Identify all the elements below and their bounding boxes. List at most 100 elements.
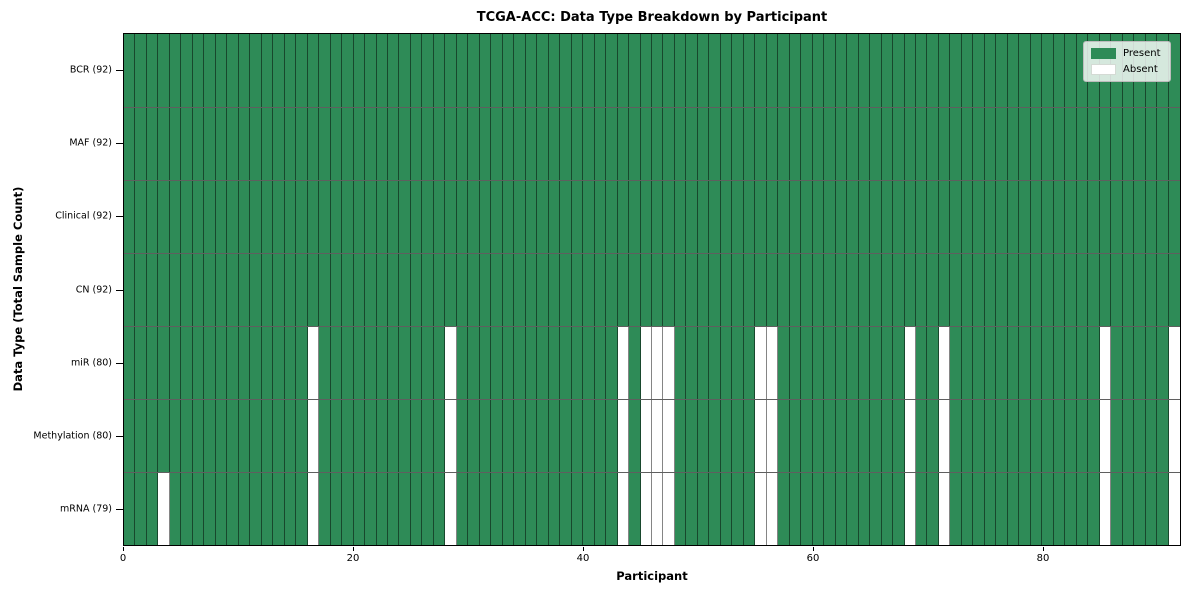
cell-cn-62: [835, 254, 848, 326]
cell-bcr-8: [215, 34, 228, 107]
cell-cn-20: [353, 254, 366, 326]
cell-bcr-62: [835, 34, 848, 107]
cell-maf-39: [571, 108, 584, 180]
cell-cn-66: [881, 254, 894, 326]
cell-mrna-44: [629, 473, 641, 545]
cell-mrna-75: [984, 473, 997, 545]
cell-maf-42: [606, 108, 618, 180]
cell-methylation-53: [732, 400, 744, 472]
cell-methylation-64: [858, 400, 871, 472]
cell-clinical-50: [697, 181, 710, 253]
cell-maf-90: [1157, 108, 1169, 180]
cell-cn-89: [1145, 254, 1158, 326]
cell-methylation-16: [307, 400, 320, 472]
cell-mrna-65: [870, 473, 882, 545]
cell-bcr-91: [1168, 34, 1180, 107]
cell-mir-22: [376, 327, 388, 399]
cell-mir-34: [514, 327, 526, 399]
cell-methylation-89: [1145, 400, 1158, 472]
cell-cn-0: [124, 254, 136, 326]
cell-methylation-11: [250, 400, 262, 472]
cell-mrna-61: [824, 473, 836, 545]
cell-mrna-79: [1030, 473, 1043, 545]
cell-mrna-18: [330, 473, 343, 545]
cell-bcr-75: [984, 34, 997, 107]
cell-maf-80: [1042, 108, 1054, 180]
cell-clinical-64: [858, 181, 871, 253]
cell-mir-83: [1076, 327, 1089, 399]
cell-methylation-81: [1053, 400, 1066, 472]
cell-mir-31: [479, 327, 492, 399]
cell-methylation-56: [766, 400, 779, 472]
cell-mrna-54: [743, 473, 756, 545]
cell-mir-65: [870, 327, 882, 399]
cell-methylation-22: [376, 400, 388, 472]
cell-cn-78: [1019, 254, 1031, 326]
cell-mir-46: [652, 327, 664, 399]
cell-cn-24: [399, 254, 411, 326]
cell-mrna-39: [571, 473, 584, 545]
cell-methylation-33: [502, 400, 515, 472]
cell-mrna-35: [525, 473, 538, 545]
cell-methylation-72: [950, 400, 962, 472]
cell-clinical-7: [204, 181, 216, 253]
cell-mrna-49: [686, 473, 698, 545]
cell-cn-37: [548, 254, 561, 326]
cell-methylation-78: [1019, 400, 1031, 472]
cell-bcr-14: [284, 34, 297, 107]
cell-methylation-86: [1111, 400, 1123, 472]
cell-clinical-65: [870, 181, 882, 253]
cell-bcr-43: [617, 34, 630, 107]
cell-bcr-79: [1030, 34, 1043, 107]
cell-maf-85: [1099, 108, 1112, 180]
cell-maf-0: [124, 108, 136, 180]
cell-maf-84: [1088, 108, 1100, 180]
cell-clinical-81: [1053, 181, 1066, 253]
cell-mir-9: [227, 327, 239, 399]
cell-clinical-53: [732, 181, 744, 253]
cell-mir-6: [192, 327, 205, 399]
cell-mir-68: [904, 327, 916, 399]
y-tick-label-clinical: Clinical (92): [55, 210, 112, 222]
cell-mrna-1: [135, 473, 147, 545]
cell-bcr-30: [468, 34, 480, 107]
cell-methylation-73: [961, 400, 974, 472]
cell-maf-45: [640, 108, 652, 180]
cell-cn-90: [1157, 254, 1169, 326]
cell-methylation-24: [399, 400, 411, 472]
cell-bcr-22: [376, 34, 388, 107]
cell-maf-35: [525, 108, 538, 180]
cell-maf-60: [812, 108, 825, 180]
cell-bcr-81: [1053, 34, 1066, 107]
cell-mir-24: [399, 327, 411, 399]
cell-mir-52: [720, 327, 733, 399]
present-swatch-icon: [1091, 48, 1116, 59]
cell-cn-77: [1007, 254, 1020, 326]
cell-mir-38: [560, 327, 572, 399]
cell-methylation-32: [491, 400, 503, 472]
cell-bcr-82: [1065, 34, 1077, 107]
cell-bcr-5: [181, 34, 193, 107]
cell-mrna-28: [445, 473, 457, 545]
cell-mrna-30: [468, 473, 480, 545]
cell-clinical-86: [1111, 181, 1123, 253]
heatmap-row-clinical: [124, 180, 1180, 253]
cell-methylation-30: [468, 400, 480, 472]
cell-cn-3: [158, 254, 170, 326]
cell-clinical-27: [433, 181, 446, 253]
cell-mrna-8: [215, 473, 228, 545]
cell-mrna-7: [204, 473, 216, 545]
cell-mir-49: [686, 327, 698, 399]
x-tick-label-60: 60: [806, 553, 820, 564]
cell-mrna-9: [227, 473, 239, 545]
cell-mrna-52: [720, 473, 733, 545]
cell-cn-41: [594, 254, 607, 326]
cell-methylation-26: [422, 400, 434, 472]
cell-mrna-20: [353, 473, 366, 545]
cell-mir-40: [583, 327, 595, 399]
cell-cn-7: [204, 254, 216, 326]
cell-methylation-13: [273, 400, 285, 472]
cell-clinical-71: [938, 181, 951, 253]
cell-bcr-9: [227, 34, 239, 107]
cell-maf-71: [938, 108, 951, 180]
